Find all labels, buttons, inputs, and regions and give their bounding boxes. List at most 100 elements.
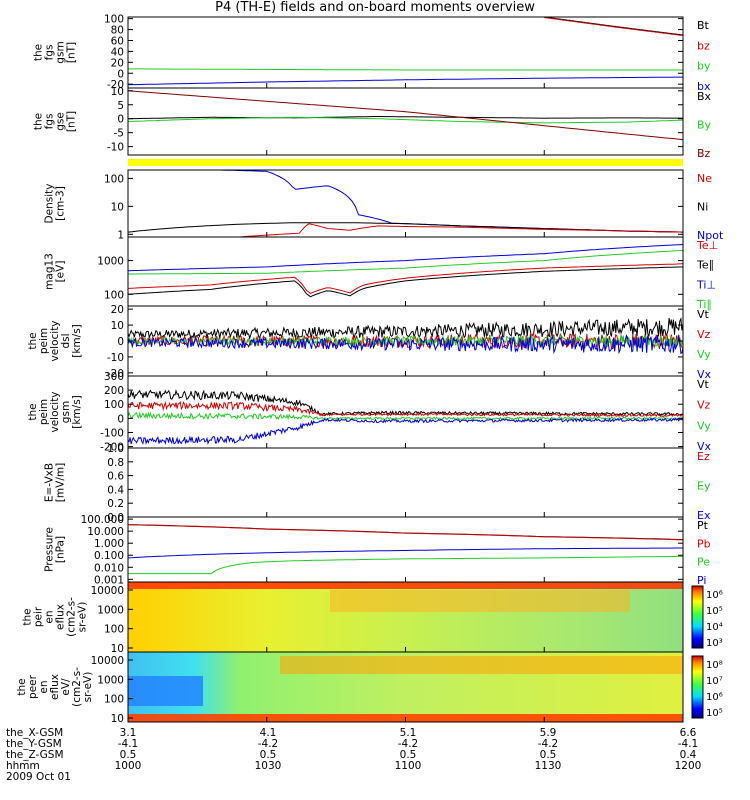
y-axis-label: the — [27, 403, 39, 420]
footer-z-value: 0.5 — [539, 749, 557, 761]
panel-frame — [127, 375, 684, 449]
panel-frame — [127, 236, 684, 307]
y-axis-label: [cm-3] — [55, 186, 67, 221]
footer-z-value: 0.5 — [259, 749, 277, 761]
y-tick-label: 0.001 — [94, 574, 124, 586]
y-axis-label: peim — [38, 328, 50, 354]
y-axis-label: fgs — [44, 114, 56, 130]
y-tick-label: -200 — [100, 442, 124, 454]
y-tick-label: 200 — [104, 385, 124, 397]
y-axis-label: peim — [38, 399, 50, 425]
footer-x-value: 5.9 — [539, 727, 557, 739]
footer-label-z: the_Z-GSM — [6, 749, 64, 761]
series-line-Vt — [128, 317, 683, 341]
y-axis-label: gse — [55, 112, 67, 131]
y-tick-label: 100 — [104, 14, 124, 26]
series-line-Vz — [128, 400, 683, 418]
y-axis-label: [nT] — [66, 42, 78, 63]
y-axis-label: the — [27, 332, 39, 349]
y-tick-label: -100 — [100, 427, 124, 439]
legend-entry: Pt — [697, 519, 709, 532]
y-tick-label: 0.4 — [107, 484, 124, 496]
colorbar-tick-label: 10⁴ — [706, 622, 723, 633]
y-tick-label: 10 — [111, 643, 124, 655]
y-axis-label: eflux — [49, 674, 61, 700]
legend-entry: Ey — [697, 480, 711, 493]
y-tick-label: 20 — [111, 304, 124, 316]
y-tick-label: 80 — [111, 25, 124, 37]
y-axis-label: E=-VxB — [44, 463, 56, 502]
y-axis-label: [nT] — [66, 111, 78, 132]
footer-date: 2009 Oct 01 — [6, 771, 71, 783]
y-tick-label: 100 — [104, 289, 124, 301]
series-line-Ti⊥ — [128, 244, 683, 272]
y-axis-label: dsl — [60, 333, 72, 348]
y-tick-label: -5 — [114, 128, 124, 140]
footer-x-value: 6.6 — [679, 727, 697, 739]
y-axis-label: [eV] — [55, 261, 67, 283]
spectrogram-band — [330, 590, 630, 612]
colorbar — [691, 655, 704, 719]
series-line-Bt — [544, 17, 683, 36]
legend-entry: Pb — [697, 537, 711, 550]
y-axis-label: [km/s] — [71, 324, 83, 358]
series-line-Pe — [128, 555, 683, 575]
quality-flag-bar — [128, 159, 683, 166]
y-tick-label: 10000 — [91, 655, 124, 667]
y-tick-label: 0 — [117, 413, 124, 425]
y-tick-label: 1000 — [97, 604, 124, 616]
legend-entry: Te⊥ — [696, 239, 718, 252]
footer-z-value: 0.4 — [679, 749, 697, 761]
series-line-Vy — [128, 411, 683, 421]
legend-entry: By — [697, 119, 712, 132]
series-line-Vt — [128, 389, 683, 417]
y-axis-label: [km/s] — [71, 395, 83, 429]
page-title: P4 (TH-E) fields and on-board moments ov… — [215, 0, 535, 15]
y-tick-label: 0.010 — [94, 562, 124, 574]
y-tick-label: -20 — [107, 368, 124, 380]
series-line-Ne — [238, 223, 683, 237]
colorbar-tick-label: 10⁵ — [706, 606, 723, 617]
y-tick-label: 100.000 — [81, 514, 124, 526]
y-axis-label: fgs — [44, 45, 56, 61]
footer-time-value: 1000 — [114, 760, 142, 772]
y-tick-label: 20 — [111, 57, 124, 69]
y-tick-label: -10 — [107, 352, 124, 364]
spectrogram-band — [280, 656, 683, 674]
y-axis-label: velocity — [49, 320, 61, 361]
y-tick-label: 0.2 — [107, 498, 124, 510]
series-line-Bx — [128, 116, 683, 120]
footer-time-value: 1200 — [674, 760, 702, 772]
colorbar — [691, 585, 704, 649]
legend-entry: Ne — [697, 172, 712, 185]
footer-z-value: 0.5 — [119, 749, 137, 761]
legend-entry: Vt — [697, 378, 710, 391]
y-axis-label: velocity — [49, 391, 61, 432]
legend-entry: Ti∥ — [696, 298, 712, 311]
series-line-Te⊥ — [128, 263, 683, 294]
legend-entry: Ex — [697, 509, 711, 522]
colorbar-tick-label: 10⁵ — [706, 708, 723, 719]
y-axis-label: sr-eV) — [82, 672, 94, 703]
y-tick-label: 0 — [117, 336, 124, 348]
colorbar-tick-label: 10⁸ — [706, 660, 723, 671]
legend-entry: Bz — [697, 147, 711, 160]
series-line-bz — [544, 17, 683, 37]
y-axis-label: peer — [27, 674, 39, 699]
footer-label-y: the_Y-GSM — [6, 738, 62, 750]
y-axis-label: [nPa] — [55, 536, 67, 563]
series-line-Vx — [128, 334, 683, 355]
y-tick-label: 10 — [111, 713, 124, 725]
orbit-footer: the_X-GSM the_Y-GSM the_Z-GSM hhmm 2009 … — [0, 728, 750, 800]
legend-entry: Vx — [697, 368, 712, 381]
y-axis-label: [mV/m] — [55, 463, 67, 502]
y-tick-label: 10 — [111, 320, 124, 332]
y-axis-label: the — [33, 113, 45, 130]
y-tick-label: -20 — [107, 79, 124, 91]
spectrogram-band — [128, 676, 203, 706]
y-tick-label: 0.8 — [107, 457, 124, 469]
legend-entry: bz — [697, 39, 710, 52]
series-line-Ti∥ — [128, 249, 683, 275]
y-axis-label: Density — [44, 184, 56, 224]
y-tick-label: 0 — [117, 68, 124, 80]
